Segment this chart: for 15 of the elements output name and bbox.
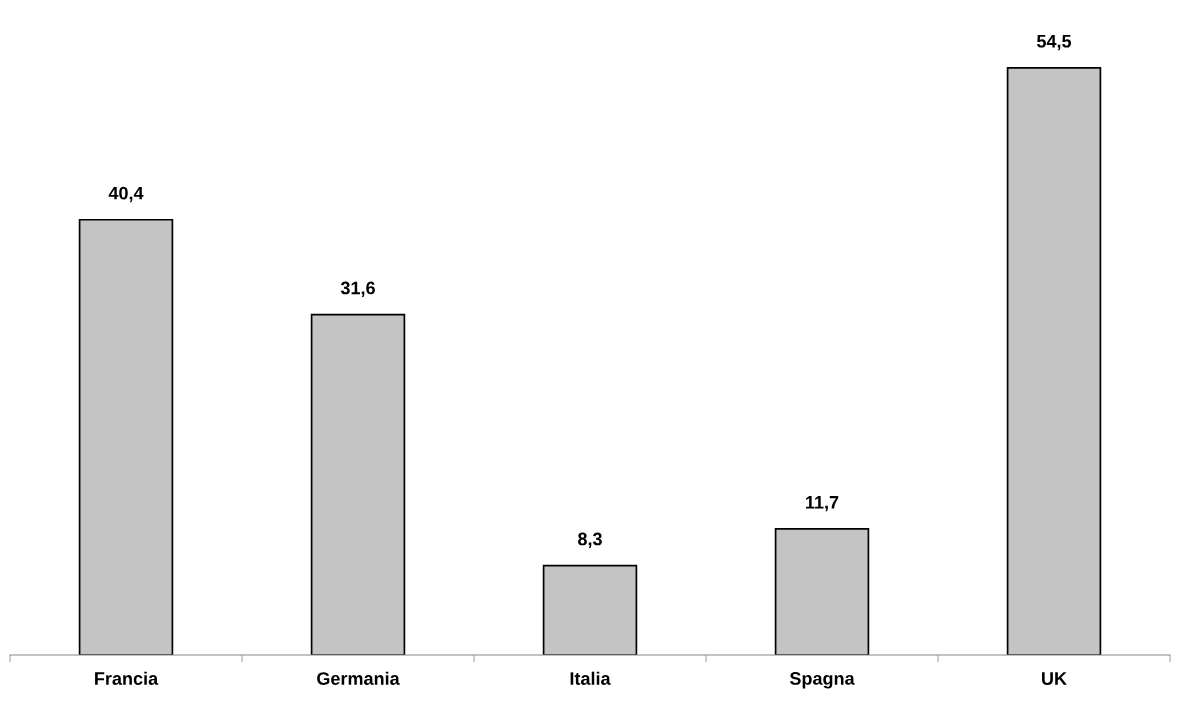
- data-label: 40,4: [108, 186, 144, 203]
- data-label: 11,7: [806, 496, 839, 512]
- bar: [774, 528, 870, 655]
- x-tick-label: Spagna: [789, 672, 855, 689]
- bar: [542, 564, 638, 655]
- bar: [1006, 67, 1102, 655]
- x-tick-label: Francia: [95, 671, 159, 685]
- x-tick-label: UK: [1042, 672, 1067, 685]
- data-label: 54,5: [1036, 35, 1072, 51]
- data-label: 8,3: [578, 532, 602, 548]
- data-label: 31,6: [340, 281, 375, 297]
- bar: [310, 313, 406, 655]
- x-tick-label: Italia: [570, 671, 611, 685]
- x-tick-label: Germania: [317, 671, 400, 685]
- bar: [78, 218, 174, 655]
